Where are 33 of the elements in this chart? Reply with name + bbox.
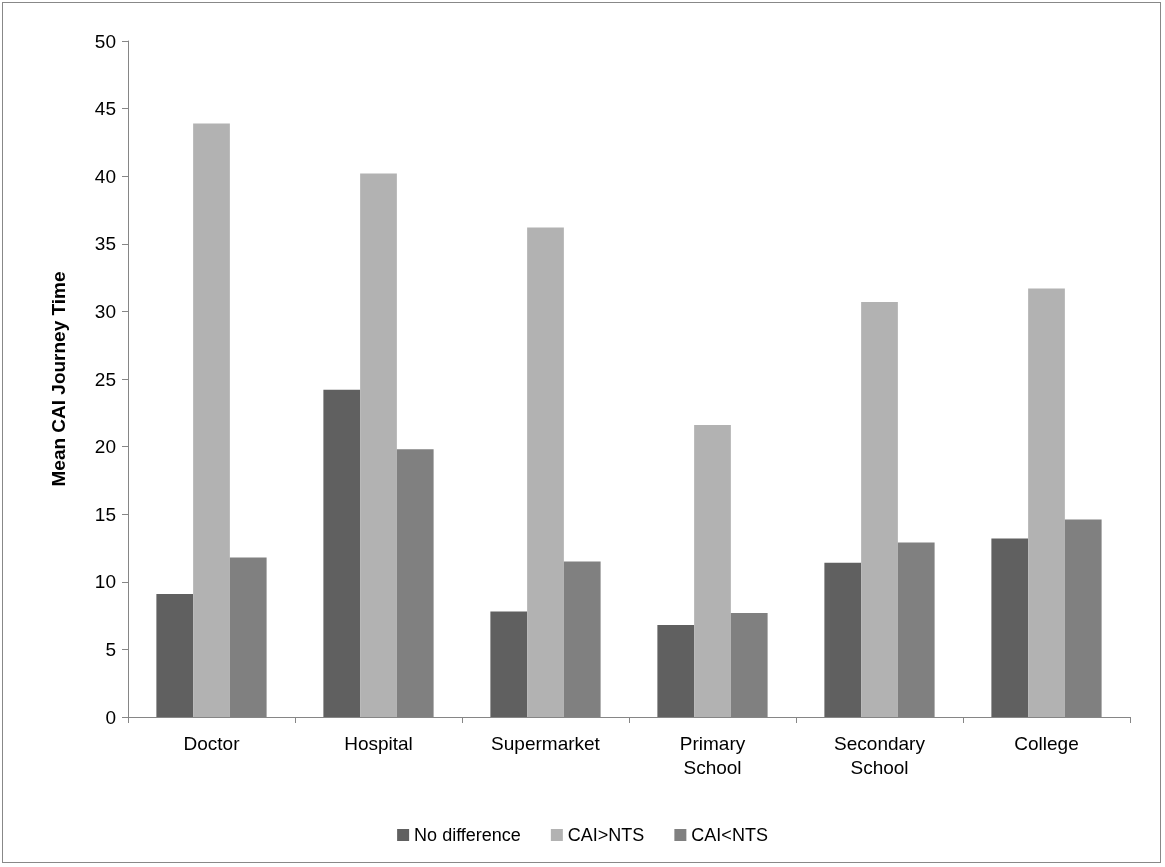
bar — [360, 173, 397, 717]
bar — [323, 389, 361, 717]
bar — [694, 424, 731, 717]
legend-label: No difference — [414, 825, 521, 845]
y-tick-label: 0 — [105, 706, 116, 728]
x-tick-label: Hospital — [344, 732, 413, 754]
bar — [193, 123, 230, 717]
y-tick-label: 20 — [94, 436, 116, 458]
y-tick-label: 50 — [94, 30, 116, 52]
y-tick-label: 30 — [94, 300, 116, 322]
y-tick-label: 10 — [94, 571, 116, 593]
y-tick-label: 40 — [94, 165, 116, 187]
y-tick-label: 15 — [94, 503, 116, 525]
y-tick-label: 45 — [94, 98, 116, 120]
bar — [156, 593, 194, 717]
legend-label: CAI<NTS — [691, 825, 768, 845]
y-tick-label: 35 — [94, 233, 116, 255]
x-tick-label: College — [1014, 732, 1079, 754]
y-tick-label: 25 — [94, 368, 116, 390]
bar — [490, 611, 528, 717]
x-tick-label: Secondary School — [834, 732, 926, 778]
x-tick-label: Doctor — [183, 732, 241, 754]
bar — [861, 301, 898, 717]
bar — [991, 538, 1029, 717]
x-tick-label: Primary School — [679, 732, 746, 778]
bar — [824, 562, 862, 717]
y-tick-label: 5 — [105, 638, 116, 660]
y-axis-title: Mean CAI Journey Time — [48, 271, 69, 487]
bar — [657, 625, 695, 717]
legend-label: CAI>NTS — [567, 825, 645, 845]
bar — [1028, 288, 1065, 717]
x-tick-label: Supermarket — [491, 732, 601, 754]
bar — [527, 227, 564, 717]
